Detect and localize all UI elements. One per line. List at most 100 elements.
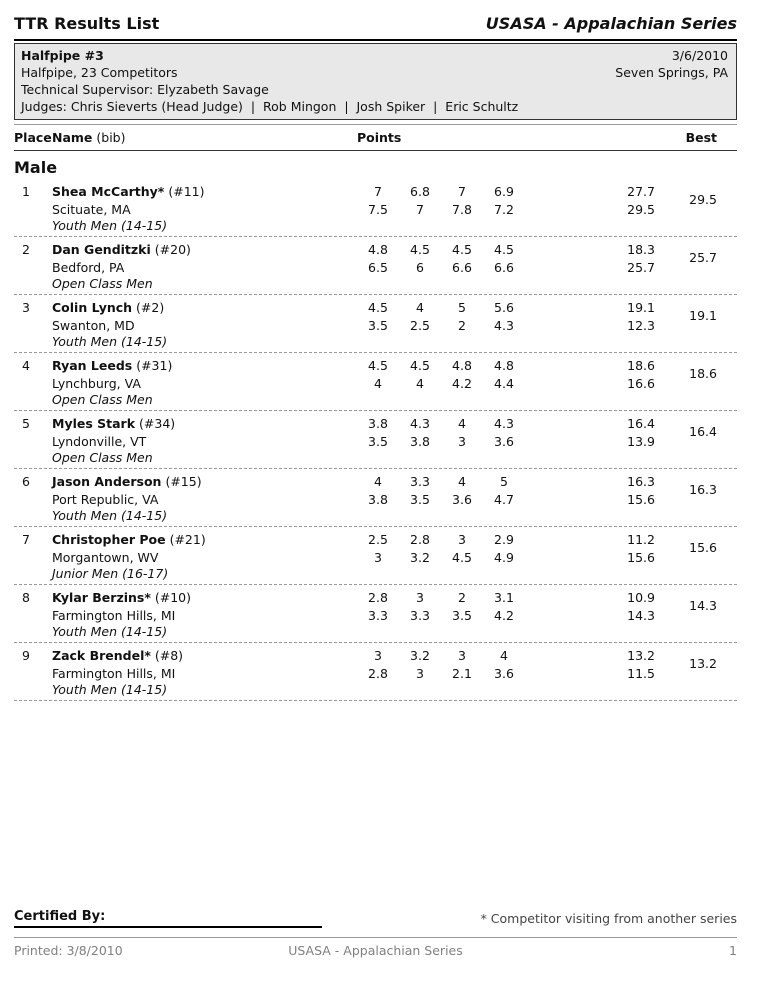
run2-score-3: 7.8 — [452, 202, 472, 217]
run1-score-2: 4.5 — [410, 358, 430, 373]
run2-score-4: 4.3 — [494, 318, 514, 333]
place-cell: 8 — [22, 590, 30, 605]
run2-score-4: 3.6 — [494, 666, 514, 681]
run2-score-1: 3.8 — [368, 492, 388, 507]
run2-total: 11.5 — [627, 666, 655, 681]
run2-score-4: 3.6 — [494, 434, 514, 449]
competitor-city: Morgantown, WV — [52, 550, 159, 565]
run1-total: 11.2 — [627, 532, 655, 547]
judge-score-col-2: 6.8 7 — [399, 184, 441, 233]
best-score-cell: 16.4 — [689, 424, 717, 439]
run1-total: 13.2 — [627, 648, 655, 663]
competitor-name-line: Colin Lynch (#2) — [52, 300, 357, 315]
judge-score-col-2: 4.5 6 — [399, 242, 441, 291]
run1-total: 18.6 — [627, 358, 655, 373]
run1-score-2: 2.8 — [410, 532, 430, 547]
judge-score-col-4: 4.3 3.6 — [483, 416, 525, 465]
run2-score-3: 3.5 — [452, 608, 472, 623]
judge-score-col-1: 4 3.8 — [357, 474, 399, 523]
run1-score-3: 5 — [458, 300, 466, 315]
run2-score-1: 3.5 — [368, 318, 388, 333]
competitor-cell: Jason Anderson (#15) Port Republic, VA Y… — [52, 474, 357, 523]
run-totals-cell: 16.3 15.6 — [525, 474, 659, 523]
judge-score-col-1: 7 7.5 — [357, 184, 399, 233]
document-header: TTR Results List USASA - Appalachian Ser… — [14, 14, 737, 41]
competitor-name: Colin Lynch — [52, 300, 133, 315]
run2-score-4: 4.4 — [494, 376, 514, 391]
best-score-cell: 29.5 — [689, 192, 717, 207]
place-cell: 6 — [22, 474, 30, 489]
judge-score-col-4: 3.1 4.2 — [483, 590, 525, 639]
page-number: 1 — [729, 943, 737, 958]
judge-score-col-1: 4.5 4 — [357, 358, 399, 407]
run1-score-3: 4 — [458, 474, 466, 489]
judge-score-col-3: 4.5 6.6 — [441, 242, 483, 291]
technical-supervisor: Technical Supervisor: Elyzabeth Savage — [21, 82, 269, 97]
col-header-name: Name (bib) — [52, 130, 357, 145]
competitor-category: Youth Men (14-15) — [52, 218, 168, 233]
event-name-date-line: Halfpipe #3 3/6/2010 — [21, 47, 728, 64]
judge-score-col-3: 5 2 — [441, 300, 483, 349]
best-score-cell: 18.6 — [689, 366, 717, 381]
run1-score-4: 4.8 — [494, 358, 514, 373]
judge-score-col-3: 3 2.1 — [441, 648, 483, 697]
competitor-bib: (#34) — [139, 416, 176, 431]
competitor-bib: (#2) — [136, 300, 165, 315]
judge-score-col-1: 3 2.8 — [357, 648, 399, 697]
run2-total: 25.7 — [627, 260, 655, 275]
best-score-cell: 25.7 — [689, 250, 717, 265]
competitor-cell: Myles Stark (#34) Lyndonville, VT Open C… — [52, 416, 357, 465]
place-cell: 1 — [22, 184, 30, 199]
competitor-category: Youth Men (14-15) — [52, 334, 168, 349]
competitor-category: Open Class Men — [52, 276, 153, 291]
competitor-bib: (#20) — [154, 242, 191, 257]
competitor-cell: Kylar Berzins* (#10) Farmington Hills, M… — [52, 590, 357, 639]
judge-score-col-2: 2.8 3.2 — [399, 532, 441, 581]
run2-score-1: 2.8 — [368, 666, 388, 681]
run1-total: 18.3 — [627, 242, 655, 257]
best-score-cell: 15.6 — [689, 540, 717, 555]
competitor-bib: (#15) — [165, 474, 202, 489]
col-header-points: Points — [357, 130, 402, 145]
run1-score-1: 2.8 — [368, 590, 388, 605]
place-cell: 9 — [22, 648, 30, 663]
run2-total: 12.3 — [627, 318, 655, 333]
run2-score-1: 4 — [374, 376, 382, 391]
run2-score-3: 2 — [458, 318, 466, 333]
run1-score-1: 3 — [374, 648, 382, 663]
run2-score-2: 3.5 — [410, 492, 430, 507]
run2-score-4: 7.2 — [494, 202, 514, 217]
competitor-category: Open Class Men — [52, 392, 153, 407]
run-totals-cell: 10.9 14.3 — [525, 590, 659, 639]
judge-score-col-3: 3 4.5 — [441, 532, 483, 581]
table-row: 4 Ryan Leeds (#31) Lynchburg, VA Open Cl… — [14, 353, 737, 411]
run2-score-2: 3.8 — [410, 434, 430, 449]
footer-divider — [14, 937, 737, 938]
competitor-category: Open Class Men — [52, 450, 153, 465]
competitor-cell: Ryan Leeds (#31) Lynchburg, VA Open Clas… — [52, 358, 357, 407]
place-cell: 3 — [22, 300, 30, 315]
table-row: 9 Zack Brendel* (#8) Farmington Hills, M… — [14, 643, 737, 701]
competitor-city: Scituate, MA — [52, 202, 131, 217]
best-score-cell: 19.1 — [689, 308, 717, 323]
run2-score-3: 3.6 — [452, 492, 472, 507]
run1-score-1: 7 — [374, 184, 382, 199]
run1-score-2: 6.8 — [410, 184, 430, 199]
run1-total: 16.4 — [627, 416, 655, 431]
judge-score-col-2: 4 2.5 — [399, 300, 441, 349]
judges: Judges: Chris Sieverts (Head Judge) | Ro… — [21, 99, 519, 114]
competitor-cell: Christopher Poe (#21) Morgantown, WV Jun… — [52, 532, 357, 581]
run1-score-3: 3 — [458, 648, 466, 663]
run2-score-1: 3 — [374, 550, 382, 565]
col-header-place: Place — [14, 130, 52, 145]
competitor-cell: Shea McCarthy* (#11) Scituate, MA Youth … — [52, 184, 357, 233]
run1-total: 19.1 — [627, 300, 655, 315]
event-name: Halfpipe #3 — [21, 48, 104, 63]
run2-score-2: 3 — [416, 666, 424, 681]
best-score-cell: 16.3 — [689, 482, 717, 497]
judge-score-col-3: 4 3.6 — [441, 474, 483, 523]
visiting-competitor-note: * Competitor visiting from another serie… — [480, 911, 737, 926]
competitor-name: Kylar Berzins* — [52, 590, 151, 605]
judge-score-col-3: 4 3 — [441, 416, 483, 465]
